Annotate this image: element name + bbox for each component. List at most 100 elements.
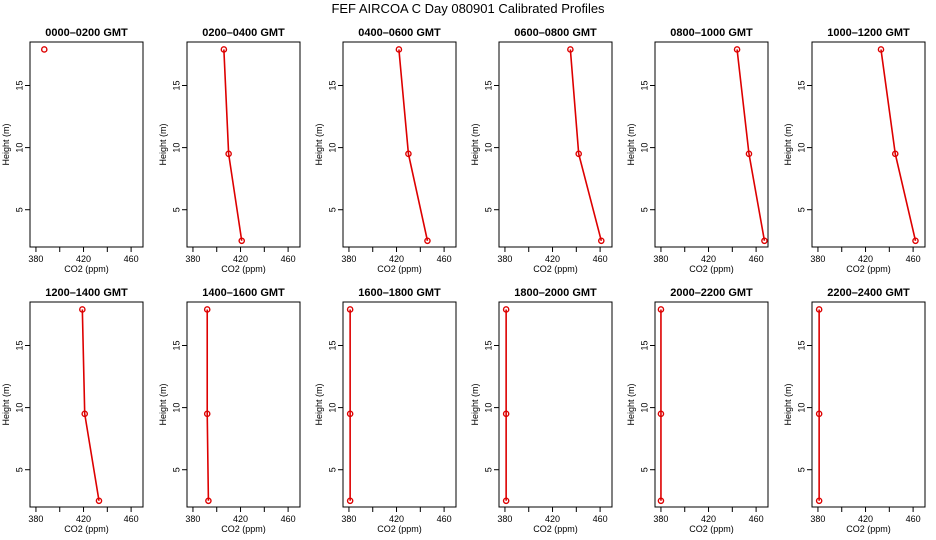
series-line xyxy=(569,49,603,241)
x-tick-label: 420 xyxy=(389,254,404,264)
series-line xyxy=(223,49,243,241)
data-point xyxy=(815,306,823,313)
y-tick-label: 5 xyxy=(639,467,649,472)
y-tick-label: 15 xyxy=(483,80,493,90)
y-tick-label: 10 xyxy=(639,143,649,153)
panel-title: 0600–0800 GMT xyxy=(514,27,597,39)
x-tick-label: 420 xyxy=(858,254,873,264)
data-point xyxy=(761,237,768,245)
plot-frame xyxy=(342,301,457,508)
y-tick-label: 15 xyxy=(483,340,493,350)
x-tick-label: 380 xyxy=(341,254,356,264)
x-tick-label: 420 xyxy=(858,514,873,524)
data-point xyxy=(567,46,574,53)
x-axis-label: CO2 (ppm) xyxy=(533,524,578,534)
data-point xyxy=(575,150,582,158)
data-point xyxy=(877,46,885,53)
x-axis-label: CO2 (ppm) xyxy=(377,524,422,534)
panel-3: 0400–0600 GMT 380 420 460 5 10 15 CO2 (ppm) Heig… xyxy=(314,27,457,274)
x-tick-label: 420 xyxy=(545,254,560,264)
y-tick-label: 15 xyxy=(14,340,24,350)
series-line xyxy=(398,49,429,241)
x-tick-label: 420 xyxy=(701,514,716,524)
x-tick-label: 380 xyxy=(185,254,200,264)
x-tick-label: 380 xyxy=(810,514,825,524)
y-tick-label: 10 xyxy=(483,403,493,413)
y-tick-label: 15 xyxy=(327,340,337,350)
panel-title: 0000–0200 GMT xyxy=(45,27,128,39)
plot-frame xyxy=(186,41,301,248)
x-tick-label: 420 xyxy=(233,514,248,524)
y-axis-label: Height (m) xyxy=(626,383,636,425)
panel-title: 0800–1000 GMT xyxy=(670,27,753,39)
data-point xyxy=(225,150,232,158)
y-tick-label: 5 xyxy=(483,207,493,212)
y-tick-label: 5 xyxy=(327,207,337,212)
y-axis-label: Height (m) xyxy=(783,123,793,165)
x-axis-label: CO2 (ppm) xyxy=(221,524,266,534)
x-tick-label: 380 xyxy=(810,254,825,264)
panel-5: 0800–1000 GMT 380 420 460 5 10 15 CO2 (ppm) Heig… xyxy=(626,27,769,274)
y-tick-label: 5 xyxy=(327,467,337,472)
x-tick-label: 380 xyxy=(28,254,43,264)
panel-title: 1200–1400 GMT xyxy=(45,287,128,299)
y-tick-label: 10 xyxy=(796,143,806,153)
x-tick-label: 380 xyxy=(28,514,43,524)
plot-frame xyxy=(498,41,613,248)
x-tick-label: 460 xyxy=(906,254,921,264)
data-point xyxy=(502,410,510,418)
data-point xyxy=(205,497,212,505)
data-point xyxy=(395,46,403,53)
plot-frame xyxy=(811,41,926,248)
y-tick-label: 15 xyxy=(639,340,649,350)
x-axis-label: CO2 (ppm) xyxy=(64,264,109,274)
data-point xyxy=(733,46,741,53)
x-tick-label: 460 xyxy=(437,254,452,264)
y-tick-label: 10 xyxy=(14,403,24,413)
x-tick-label: 460 xyxy=(593,514,608,524)
x-tick-label: 460 xyxy=(281,254,296,264)
panel-2: 0200–0400 GMT 380 420 460 5 10 15 CO2 (ppm) Heig… xyxy=(158,27,301,274)
y-tick-label: 5 xyxy=(639,207,649,212)
data-point xyxy=(203,306,211,313)
y-tick-label: 5 xyxy=(171,467,181,472)
y-tick-label: 10 xyxy=(171,143,181,153)
y-axis-label: Height (m) xyxy=(1,123,11,165)
x-tick-label: 380 xyxy=(185,514,200,524)
data-point xyxy=(891,150,899,158)
panel-1: 0000–0200 GMT 380 420 460 5 10 15 CO2 (ppm) Heig… xyxy=(1,27,144,274)
x-axis-label: CO2 (ppm) xyxy=(377,264,422,274)
x-axis-label: CO2 (ppm) xyxy=(64,524,109,534)
y-tick-label: 15 xyxy=(639,80,649,90)
x-tick-label: 460 xyxy=(124,254,139,264)
y-axis-label: Height (m) xyxy=(314,123,324,165)
x-axis-label: CO2 (ppm) xyxy=(689,524,734,534)
panel-title: 0400–0600 GMT xyxy=(358,27,441,39)
x-axis-label: CO2 (ppm) xyxy=(846,524,891,534)
x-tick-label: 460 xyxy=(749,514,764,524)
data-point xyxy=(657,497,665,505)
y-tick-label: 10 xyxy=(483,143,493,153)
x-tick-label: 460 xyxy=(437,514,452,524)
x-tick-label: 420 xyxy=(701,254,716,264)
x-tick-label: 460 xyxy=(281,514,296,524)
y-tick-label: 10 xyxy=(327,403,337,413)
x-tick-label: 380 xyxy=(341,514,356,524)
data-point xyxy=(220,46,228,53)
panel-title: 2000–2200 GMT xyxy=(670,287,753,299)
data-point xyxy=(597,237,605,245)
y-tick-label: 10 xyxy=(796,403,806,413)
main-title: FEF AIRCOA C Day 080901 Calibrated Profi… xyxy=(331,1,605,16)
y-tick-label: 10 xyxy=(639,403,649,413)
panel-title: 1000–1200 GMT xyxy=(827,27,910,39)
plot-frame xyxy=(811,301,926,508)
data-point xyxy=(912,237,919,245)
y-tick-label: 5 xyxy=(14,207,24,212)
panel-10: 1800–2000 GMT 380 420 460 5 10 15 CO2 (ppm) Heig… xyxy=(470,287,613,534)
data-point xyxy=(424,237,431,245)
series-line xyxy=(880,49,917,241)
data-point xyxy=(502,497,510,505)
y-tick-label: 5 xyxy=(171,207,181,212)
data-point xyxy=(238,237,246,245)
y-axis-label: Height (m) xyxy=(470,383,480,425)
